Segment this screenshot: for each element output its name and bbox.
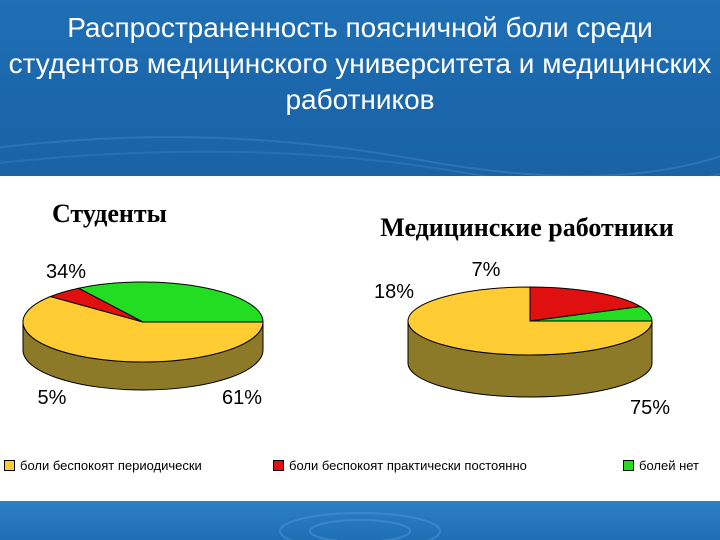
- legend-label: боли беспокоят периодически: [20, 458, 202, 473]
- pie-slice: [529, 286, 642, 322]
- chart-legend: боли беспокоят периодически боли беспоко…: [0, 458, 720, 478]
- charts-area: Студенты 61% 5% 34% Медицинские работники 75%…: [0, 176, 720, 501]
- pie-slice: [77, 281, 264, 323]
- pie-charts-svg: Студенты 61% 5% 34% Медицинские работники 75%…: [22, 199, 674, 419]
- legend-swatch-green: [623, 460, 634, 471]
- footer-decoration: [279, 512, 441, 540]
- pie-slice: [22, 295, 264, 363]
- legend-label: болей нет: [639, 458, 700, 473]
- legend-swatch-yellow: [4, 460, 15, 471]
- pie-data-label: 5%: [38, 387, 67, 409]
- pie-title: Медицинские работники: [380, 213, 673, 242]
- legend-item-periodic: боли беспокоят периодически: [4, 458, 202, 473]
- pie-title: Студенты: [52, 199, 167, 228]
- slide-header: Распространенность поясничной боли среди…: [0, 0, 720, 176]
- header-decoration: [0, 136, 720, 176]
- legend-swatch-red: [273, 460, 284, 471]
- slide-title: Распространенность поясничной боли среди…: [8, 12, 712, 115]
- legend-label: боли беспокоят практически постоянно: [289, 458, 527, 473]
- legend-item-none: болей нет: [623, 458, 699, 473]
- slide-footer: [0, 501, 720, 540]
- pie-data-label: 7%: [472, 259, 501, 281]
- legend-item-constant: боли беспокоят практически постоянно: [273, 458, 527, 473]
- pie-data-label: 34%: [46, 261, 86, 283]
- pie-data-label: 18%: [374, 281, 414, 303]
- pie-slice: [529, 306, 653, 322]
- pie-data-label: 75%: [630, 397, 670, 419]
- pie-data-label: 61%: [222, 387, 262, 409]
